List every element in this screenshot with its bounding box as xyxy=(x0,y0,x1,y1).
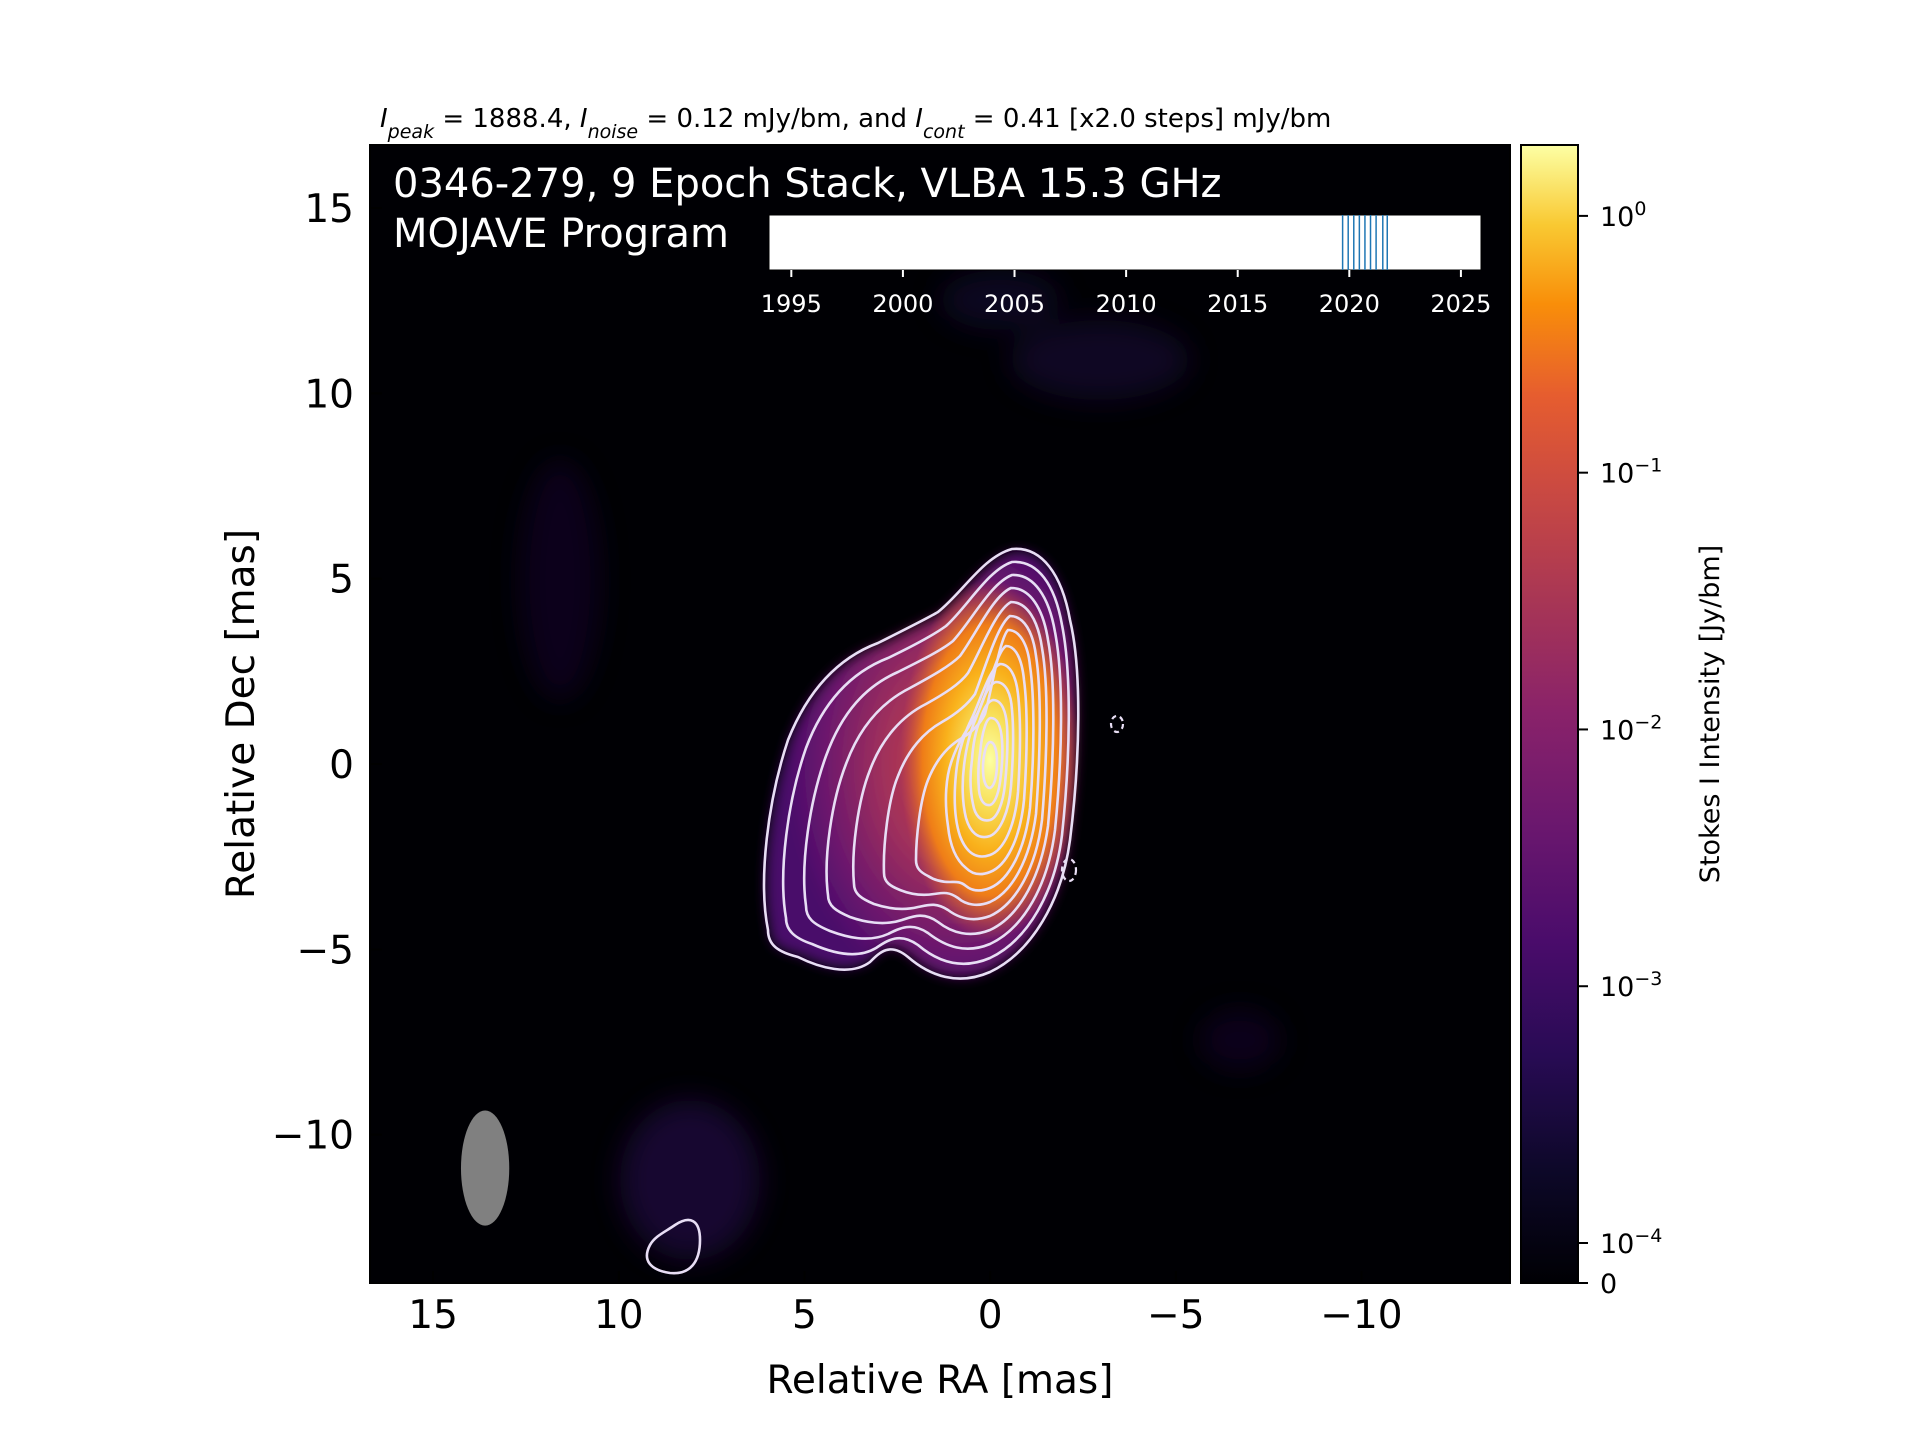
x-tick-label: 0 xyxy=(978,1293,1003,1338)
image-title: 0346-279, 9 Epoch Stack, VLBA 15.3 GHz xyxy=(393,161,1222,207)
contour xyxy=(953,662,1022,858)
emission-map xyxy=(460,270,1280,1275)
header-text: I xyxy=(915,104,923,134)
contour xyxy=(961,680,1015,839)
contour xyxy=(645,1218,702,1275)
colorbar: 100 10−1 10−2 10−3 10−4 0 Stokes I Intensity … xyxy=(1520,144,1726,1300)
contour xyxy=(969,698,1009,822)
header-text: = 0.12 mJy/bm, and xyxy=(638,104,915,134)
epoch-lines xyxy=(1341,215,1389,270)
x-tick-label: 15 xyxy=(408,1293,458,1338)
colorbar-gradient xyxy=(1520,144,1579,1284)
contour xyxy=(802,573,1063,951)
header-text: I xyxy=(380,104,388,134)
colorbar-tick-label: 0 xyxy=(1600,1269,1617,1300)
colorbar-tick-label: 100 xyxy=(1600,198,1646,233)
y-ticks: 15 10 5 0 −5 −10 xyxy=(272,187,382,1159)
header-text: I xyxy=(580,104,588,134)
epoch-timeline-box xyxy=(768,214,1482,271)
colorbar-label: Stokes I Intensity [Jy/bm] xyxy=(1695,545,1726,883)
x-tick-label: 5 xyxy=(792,1293,817,1338)
epoch-tick-label: 2015 xyxy=(1207,290,1268,318)
x-tick-label: −10 xyxy=(1320,1293,1402,1338)
contour xyxy=(762,547,1080,980)
x-axis-label: Relative RA [mas] xyxy=(767,1358,1114,1403)
epoch-tick-label: 2005 xyxy=(984,290,1045,318)
header-text: cont xyxy=(923,121,966,143)
contour xyxy=(977,716,1004,807)
colorbar-tick-label: 10−4 xyxy=(1600,1225,1662,1260)
negative-contours xyxy=(1060,714,1125,883)
y-tick-label: 5 xyxy=(329,558,354,603)
epoch-tick-label: 2025 xyxy=(1430,290,1491,318)
x-tick-label: −5 xyxy=(1147,1293,1205,1338)
y-tick-label: −10 xyxy=(272,1114,354,1159)
epoch-tick-label: 2020 xyxy=(1319,290,1380,318)
contour xyxy=(882,614,1042,907)
image-stats-header: Ipeak = 1888.4, Inoise = 0.12 mJy/bm, an… xyxy=(380,104,1331,143)
colorbar-tick-label: 10−1 xyxy=(1600,455,1662,490)
epoch-timeline: 1995 2000 2005 2010 2015 2020 2025 xyxy=(761,214,1491,318)
axes-frame xyxy=(369,144,1511,1284)
contour xyxy=(981,740,999,790)
epoch-timeline-ticks: 1995 2000 2005 2010 2015 2020 2025 xyxy=(761,270,1491,318)
header-text: noise xyxy=(588,121,639,143)
contour xyxy=(781,560,1071,965)
y-tick-label: 0 xyxy=(329,743,354,788)
header-text: = 0.41 [x2.0 steps] mJy/bm xyxy=(965,104,1332,134)
contour xyxy=(852,600,1048,921)
header-text: = 1888.4, xyxy=(434,104,580,134)
y-tick-label: 15 xyxy=(304,187,354,232)
x-ticks: 15 10 5 0 −5 −10 xyxy=(408,1271,1403,1338)
y-tick-label: −5 xyxy=(297,928,355,973)
background-sidelobes xyxy=(520,270,1280,1260)
image-axes: 15 10 5 0 −5 −10 15 10 5 0 −5 −10 Relative RA [mas… xyxy=(219,144,1511,1403)
y-axis-label: Relative Dec [mas] xyxy=(219,529,264,899)
contours xyxy=(645,547,1080,1275)
colorbar-tick-label: 10−2 xyxy=(1600,711,1662,746)
negative-contour xyxy=(1109,714,1125,734)
header-text: peak xyxy=(387,121,435,143)
epoch-tick-label: 2010 xyxy=(1096,290,1157,318)
negative-contour xyxy=(1060,857,1078,883)
colorbar-tick-label: 10−3 xyxy=(1600,968,1662,1003)
epoch-tick-label: 1995 xyxy=(761,290,822,318)
contour xyxy=(825,586,1055,936)
epoch-tick-label: 2000 xyxy=(872,290,933,318)
y-tick-label: 10 xyxy=(304,372,354,417)
colorbar-ticks: 100 10−1 10−2 10−3 10−4 0 xyxy=(1578,198,1662,1300)
program-label: MOJAVE Program xyxy=(393,211,729,257)
x-tick-label: 10 xyxy=(594,1293,644,1338)
beam-ellipse xyxy=(460,1110,510,1226)
